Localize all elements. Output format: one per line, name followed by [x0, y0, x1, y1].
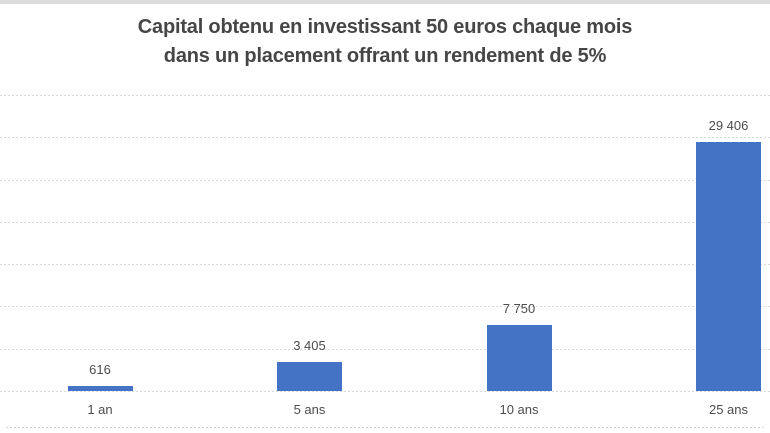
- gridline: [0, 306, 770, 308]
- x-axis-labels: 1 an 5 ans 10 ans 25 ans: [0, 400, 770, 418]
- bar-25-ans: [696, 142, 761, 391]
- bar-value-label: 3 405: [293, 338, 326, 354]
- x-axis-tick-label: 1 an: [87, 402, 113, 417]
- bar-5-ans: [277, 362, 342, 391]
- bar-value-label: 7 750: [502, 301, 536, 317]
- x-axis-tick-label: 5 ans: [293, 402, 326, 417]
- x-axis-tick-label: 10 ans: [499, 402, 539, 417]
- bar-1-an: [67, 385, 133, 391]
- bar-value-label: 616: [89, 361, 111, 377]
- x-axis-tick-label: 25 ans: [708, 402, 749, 417]
- gridline: [0, 348, 770, 350]
- bottom-separator-line: [6, 427, 764, 428]
- gridline: [0, 264, 770, 266]
- x-axis-line: [0, 391, 770, 392]
- gridline: [0, 221, 770, 223]
- bar-10-ans: [486, 325, 552, 391]
- chart-title: Capital obtenu en investissant 50 euros …: [0, 13, 770, 71]
- chart-title-line-2: dans un placement offrant un rendement d…: [163, 45, 607, 67]
- plot-area: 616 3 405 7 750 29 406: [0, 95, 770, 392]
- chart-title-line-1: Capital obtenu en investissant 50 euros …: [137, 16, 633, 38]
- gridline: [0, 179, 770, 181]
- window-top-edge: [0, 0, 770, 4]
- bar-value-label: 29 406: [708, 118, 749, 134]
- gridline: [0, 95, 770, 96]
- gridline: [0, 137, 770, 139]
